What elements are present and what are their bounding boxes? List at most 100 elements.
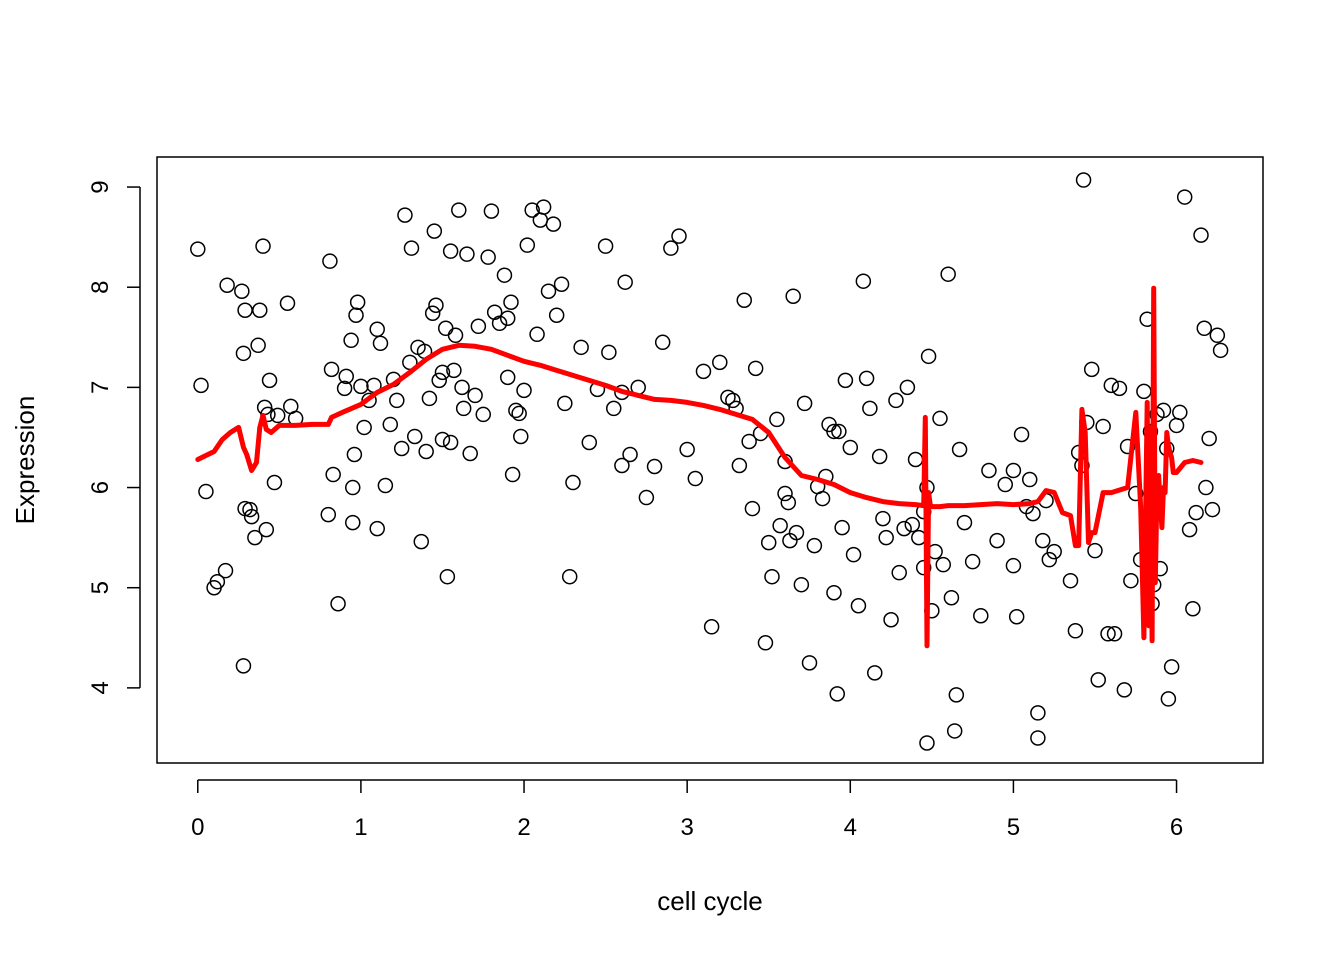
data-point — [1204, 501, 1221, 518]
data-point — [237, 500, 253, 517]
x-tick-label: 6 — [1170, 814, 1183, 841]
data-point — [234, 283, 250, 299]
data-point — [769, 411, 785, 428]
data-point — [757, 635, 774, 651]
data-point — [403, 240, 420, 256]
data-point — [545, 216, 562, 232]
data-point — [601, 344, 617, 361]
data-point — [455, 400, 472, 417]
data-point — [964, 553, 981, 570]
data-point — [1119, 438, 1136, 455]
data-point — [557, 395, 573, 412]
y-tick-label: 8 — [87, 281, 114, 294]
data-point — [932, 410, 948, 427]
data-point — [190, 241, 206, 257]
data-point — [834, 519, 850, 536]
data-point — [1095, 418, 1111, 435]
data-point — [948, 687, 965, 703]
data-point — [325, 466, 341, 483]
data-point — [1030, 705, 1046, 721]
data-point — [663, 240, 679, 256]
data-point — [793, 576, 810, 593]
data-point — [209, 573, 226, 590]
data-point — [451, 202, 467, 218]
data-point — [826, 423, 842, 440]
data-point — [875, 510, 891, 527]
data-point — [679, 441, 695, 458]
data-point — [1046, 543, 1062, 560]
data-point — [744, 500, 761, 517]
data-point — [279, 295, 296, 311]
data-point — [1168, 417, 1185, 434]
data-point — [540, 283, 557, 299]
data-point — [356, 419, 372, 436]
data-point — [671, 228, 687, 244]
data-point — [617, 274, 633, 290]
data-point — [951, 441, 968, 458]
data-point — [198, 483, 214, 500]
data-point — [434, 364, 451, 381]
data-point — [731, 457, 748, 474]
data-point — [764, 568, 780, 585]
data-point — [801, 655, 818, 671]
data-point — [237, 302, 253, 319]
data-point — [946, 723, 963, 739]
data-point — [1090, 672, 1106, 688]
data-point — [606, 400, 622, 417]
data-point — [447, 327, 464, 344]
data-point — [573, 339, 589, 356]
data-point — [426, 223, 443, 239]
data-point — [1198, 479, 1214, 496]
data-point — [1103, 377, 1120, 394]
data-point — [1185, 600, 1201, 617]
data-point — [369, 520, 385, 537]
data-point — [397, 207, 413, 223]
data-point — [475, 406, 492, 423]
data-point — [915, 559, 932, 576]
data-point — [1160, 691, 1177, 707]
data-point — [1013, 426, 1030, 443]
data-point — [353, 378, 369, 395]
data-point — [255, 238, 271, 254]
y-axis: 4 5 6 7 8 9 — [87, 180, 141, 695]
data-point — [439, 568, 456, 585]
x-tick-label: 5 — [1007, 814, 1020, 841]
data-point — [442, 434, 459, 451]
data-point — [446, 362, 462, 379]
data-point — [508, 402, 524, 419]
data-point — [907, 451, 924, 468]
data-point — [499, 310, 516, 327]
data-point — [1041, 551, 1058, 568]
data-point — [1062, 572, 1079, 589]
data-point — [1201, 430, 1217, 447]
data-point — [434, 431, 451, 448]
data-point — [217, 562, 234, 579]
y-axis-title: Expression — [10, 396, 40, 525]
data-point — [837, 372, 854, 389]
data-point — [646, 458, 663, 475]
data-point — [330, 595, 346, 612]
data-point — [831, 423, 847, 440]
data-point — [1067, 623, 1084, 639]
data-point — [687, 470, 704, 487]
data-point — [1106, 626, 1123, 642]
data-point — [252, 302, 268, 319]
data-point — [266, 474, 283, 491]
data-point — [1035, 532, 1051, 549]
data-point — [382, 416, 399, 433]
data-point — [1075, 172, 1092, 188]
data-point — [858, 370, 875, 387]
data-point — [1188, 504, 1204, 521]
data-point — [389, 392, 405, 409]
data-point — [349, 294, 366, 310]
data-point — [581, 434, 598, 451]
data-point — [899, 379, 916, 396]
data-point — [336, 380, 353, 397]
data-point — [871, 448, 888, 465]
data-point — [1005, 462, 1022, 479]
data-point — [462, 445, 478, 462]
fit-line — [195, 285, 1204, 649]
data-point — [614, 457, 630, 474]
data-point — [638, 489, 655, 506]
data-point — [480, 249, 496, 265]
